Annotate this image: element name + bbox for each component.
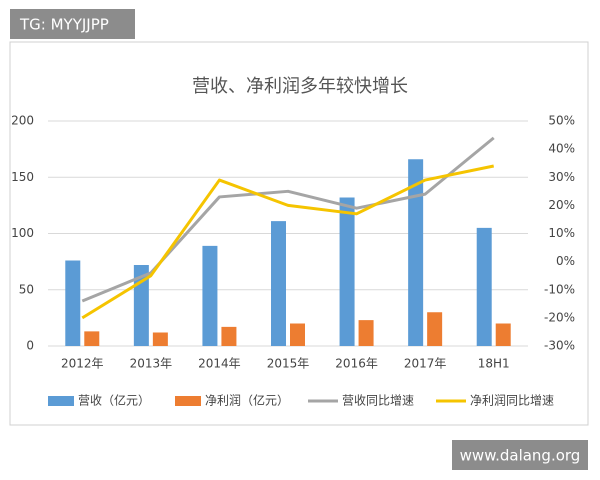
y2-tick-label: 0% [556, 254, 575, 268]
x-tick-label: 2016年 [335, 357, 378, 371]
x-tick-label: 2014年 [198, 357, 241, 371]
bar [84, 331, 100, 346]
legend-swatch [48, 396, 74, 406]
bar [271, 221, 286, 346]
bar [339, 197, 355, 346]
watermark-box [452, 440, 588, 470]
y-tick-label: 200 [11, 114, 34, 128]
bar [476, 227, 492, 346]
bar [152, 332, 168, 346]
legend-label: 营收（亿元） [78, 393, 150, 408]
y2-tick-label: 50% [548, 114, 575, 128]
bar [202, 245, 218, 346]
legend-swatch [175, 396, 201, 406]
y2-tick-label: -10% [544, 282, 575, 296]
x-tick-label: 18H1 [478, 357, 510, 371]
y-tick-label: 100 [11, 226, 34, 240]
watermark-box [10, 9, 135, 39]
line [81, 164, 495, 320]
bar [221, 326, 237, 346]
bar [427, 312, 443, 346]
bar [290, 323, 305, 346]
y2-tick-label: 40% [548, 142, 575, 156]
line [81, 136, 495, 303]
bar [408, 159, 424, 346]
y2-tick-label: -20% [544, 310, 575, 324]
x-tick-label: 2015年 [267, 357, 310, 371]
bar [65, 260, 81, 346]
y2-tick-label: -30% [544, 339, 575, 353]
legend-label: 净利润（亿元） [205, 393, 289, 408]
y-tick-label: 0 [26, 339, 34, 353]
y2-tick-label: 10% [548, 226, 575, 240]
watermark: TG: MYYJJPP [19, 16, 109, 34]
legend-label: 净利润同比增速 [470, 394, 554, 408]
y-tick-label: 150 [11, 170, 34, 184]
x-tick-label: 2013年 [130, 357, 173, 371]
y2-tick-label: 30% [548, 170, 575, 184]
legend-label: 营收同比增速 [342, 394, 414, 408]
watermark: www.dalang.org [460, 447, 581, 465]
bar [495, 323, 511, 346]
y-tick-label: 50 [19, 282, 34, 296]
y2-tick-label: 20% [548, 198, 575, 212]
x-tick-label: 2012年 [61, 357, 104, 371]
bar [358, 320, 374, 346]
chart-title: 营收、净利润多年较快增长 [192, 76, 408, 97]
x-tick-label: 2017年 [404, 357, 447, 371]
